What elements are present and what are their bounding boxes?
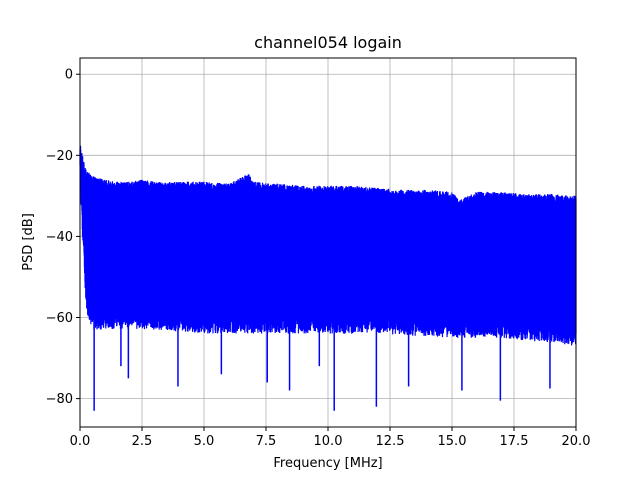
x-tick-label: 7.5 — [256, 434, 277, 449]
x-tick-label: 17.5 — [500, 434, 529, 449]
y-axis-ticks: 0 −20 −40 −60 −80 — [46, 68, 80, 407]
y-tick-label: −20 — [46, 149, 73, 164]
y-tick-label: −60 — [46, 311, 73, 326]
x-axis-ticks: 0.0 2.5 5.0 7.5 10.0 12.5 15.0 17.5 20.0 — [70, 427, 591, 449]
x-tick-label: 0.0 — [70, 434, 91, 449]
x-tick-label: 15.0 — [438, 434, 467, 449]
y-tick-label: 0 — [65, 68, 73, 83]
psd-series-line — [79, 145, 577, 346]
x-tick-label: 10.0 — [314, 434, 343, 449]
y-axis-label: PSD [dB] — [21, 213, 36, 271]
x-tick-label: 12.5 — [376, 434, 405, 449]
x-axis-label: Frequency [MHz] — [273, 456, 382, 471]
chart-title: channel054 logain — [254, 33, 402, 52]
x-tick-label: 20.0 — [562, 434, 591, 449]
data-series — [79, 145, 577, 411]
x-tick-label: 5.0 — [194, 434, 215, 449]
y-tick-label: −80 — [46, 392, 73, 407]
y-tick-label: −40 — [46, 230, 73, 245]
x-tick-label: 2.5 — [132, 434, 153, 449]
